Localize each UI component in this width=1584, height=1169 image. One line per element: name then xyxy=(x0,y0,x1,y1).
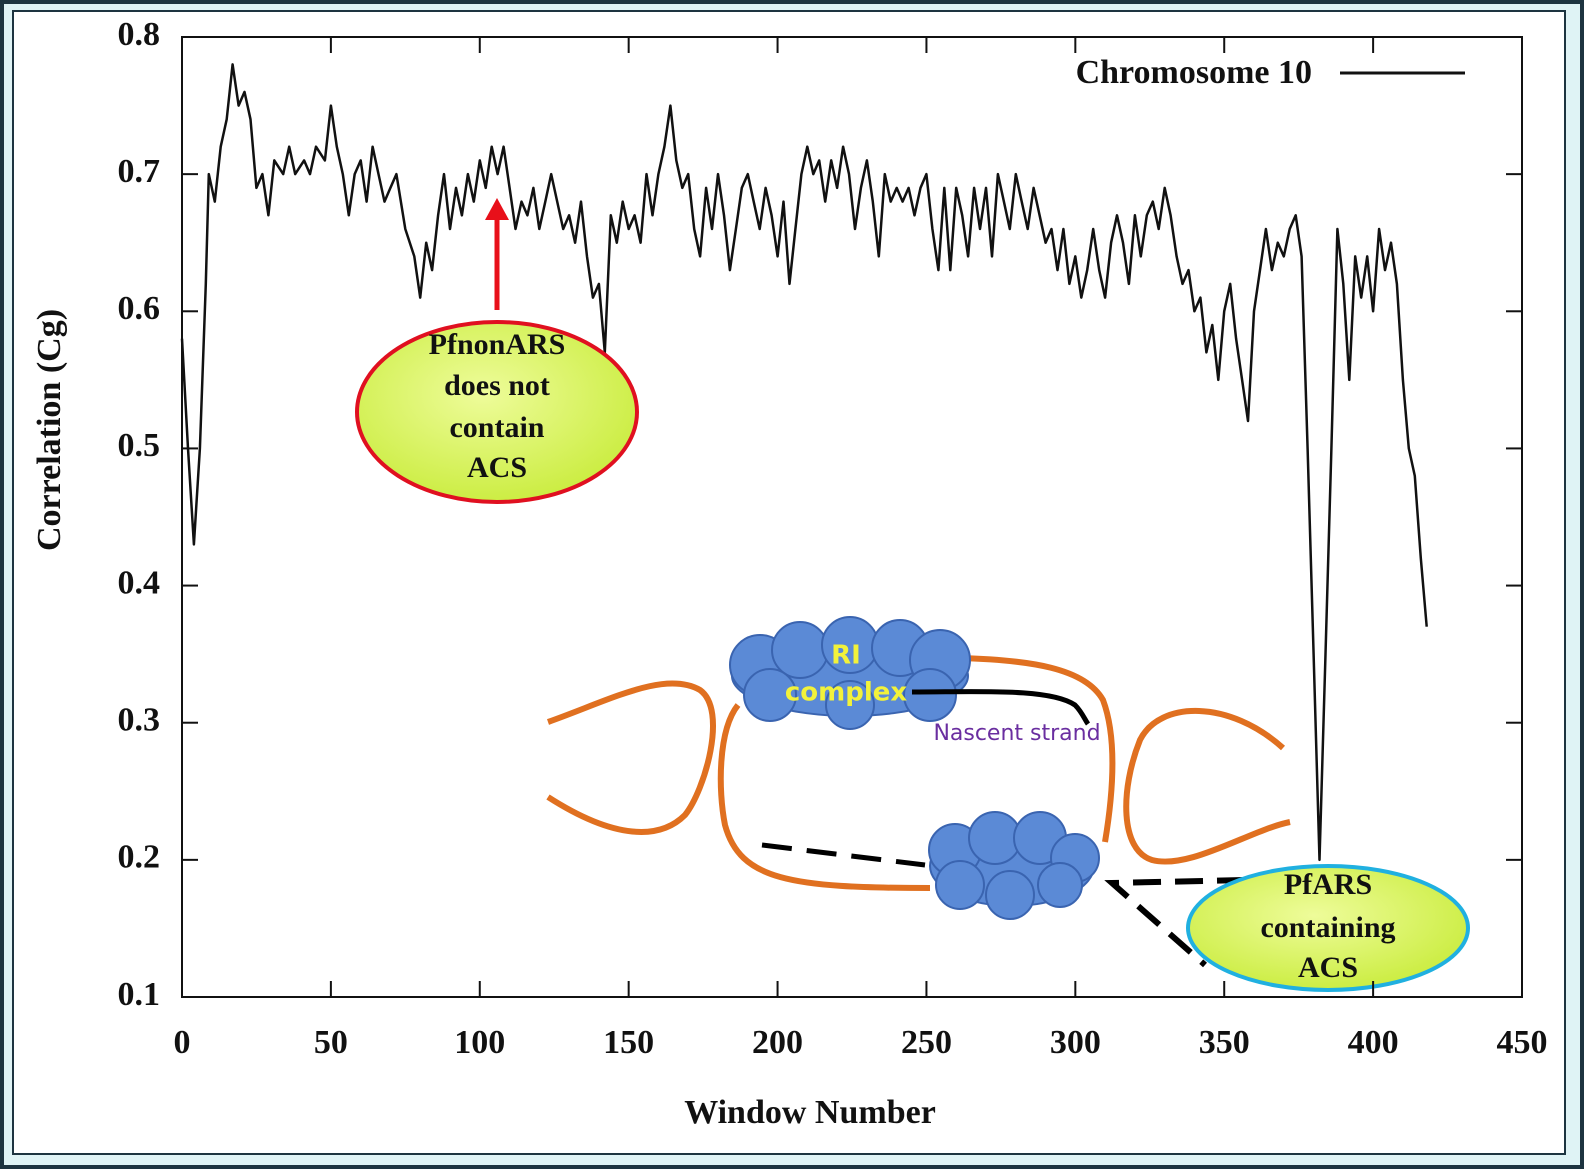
x-tick-label: 300 xyxy=(1050,1024,1101,1061)
callout-arrowhead xyxy=(485,198,509,220)
y-tick-label: 0.5 xyxy=(118,427,161,464)
x-axis-label: Window Number xyxy=(684,1094,936,1131)
callout-text: contain xyxy=(449,411,544,444)
y-tick-label: 0.4 xyxy=(118,564,161,601)
replication-bubble xyxy=(546,655,1291,891)
x-tick-label: 50 xyxy=(314,1024,348,1061)
x-tick-label: 350 xyxy=(1199,1024,1250,1061)
pfars-pointer xyxy=(1104,877,1246,968)
y-tick-label: 0.3 xyxy=(118,702,161,739)
y-tick-label: 0.8 xyxy=(118,16,161,53)
ri-complex-cloud xyxy=(729,616,971,730)
pfars-callout xyxy=(1186,864,1470,992)
x-tick-label: 100 xyxy=(454,1024,505,1061)
second-cloud xyxy=(928,811,1100,920)
pfnonars-callout xyxy=(355,320,639,504)
ri-label: complex xyxy=(785,678,908,708)
y-tick-label: 0.7 xyxy=(118,153,161,190)
lagging-strand xyxy=(761,842,926,868)
nascent-label: Nascent strand xyxy=(933,721,1100,746)
plot-frame xyxy=(181,36,1523,998)
nascent-strand xyxy=(911,689,1091,726)
y-axis-label: Correlation (Cg) xyxy=(31,309,68,551)
callout-text: ACS xyxy=(467,451,527,484)
callout-text: ACS xyxy=(1298,951,1358,984)
x-tick-label: 400 xyxy=(1348,1024,1399,1061)
callout-text: does not xyxy=(444,369,550,402)
x-tick-label: 150 xyxy=(603,1024,654,1061)
legend-label: Chromosome 10 xyxy=(1076,54,1312,91)
x-tick-label: 200 xyxy=(752,1024,803,1061)
ri-label: RI xyxy=(831,641,861,671)
callout-text: PfARS xyxy=(1284,868,1372,901)
x-tick-label: 450 xyxy=(1497,1024,1548,1061)
x-tick-label: 0 xyxy=(174,1024,191,1061)
y-tick-label: 0.1 xyxy=(118,976,161,1013)
y-tick-label: 0.2 xyxy=(118,839,161,876)
callout-text: containing xyxy=(1260,911,1395,944)
y-tick-label: 0.6 xyxy=(118,290,161,327)
x-tick-label: 250 xyxy=(901,1024,952,1061)
callout-text: PfnonARS xyxy=(429,328,566,361)
data-line xyxy=(180,63,1428,862)
